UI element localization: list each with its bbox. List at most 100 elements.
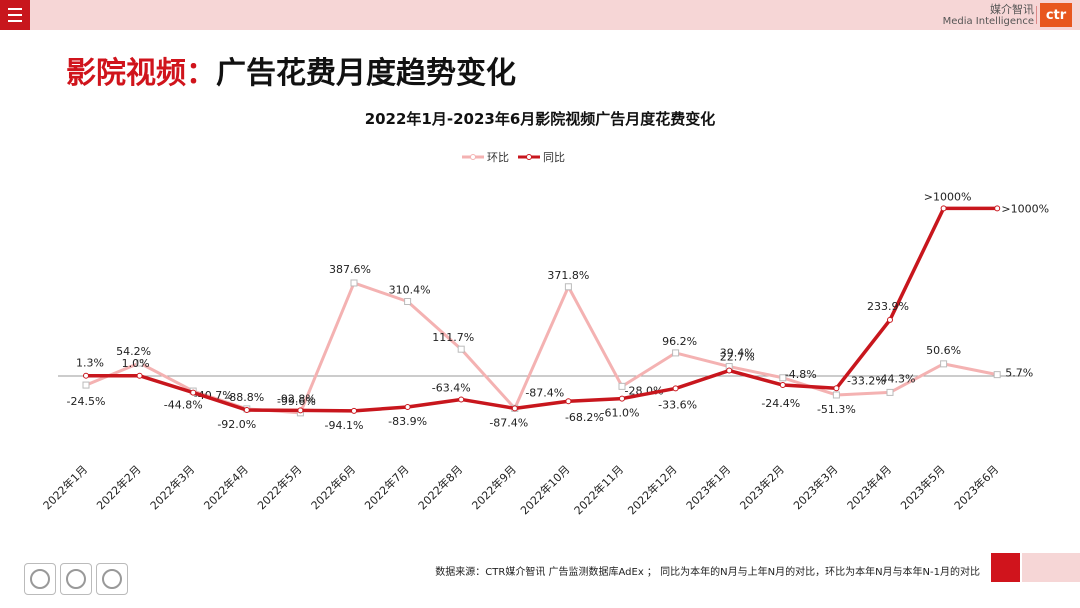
x-tick-label-17: 2023年6月 — [951, 462, 1001, 512]
x-tick-label-10: 2022年11月 — [571, 462, 626, 517]
top-bar — [0, 0, 1080, 30]
legend-marker-0 — [470, 154, 476, 160]
point-yoy-12 — [726, 367, 733, 374]
point-mom-7 — [457, 345, 465, 353]
legend: 环比 同比 — [462, 151, 565, 164]
point-yoy-14 — [833, 385, 840, 392]
x-tick-label-6: 2022年7月 — [362, 462, 412, 512]
page-title: 影院视频：广告花费月度趋势变化 — [66, 48, 516, 92]
page-title-rest: 广告花费月度趋势变化 — [216, 56, 516, 91]
brand-text: 媒介智讯 Media Intelligence — [943, 4, 1034, 28]
certification-badges — [24, 563, 128, 595]
brand-divider — [1036, 6, 1037, 24]
legend-marker-1 — [526, 154, 532, 160]
ctr-logo: ctr — [1040, 3, 1072, 27]
point-yoy-16 — [940, 205, 947, 212]
data-label-yoy-6: -83.9% — [388, 415, 427, 428]
x-tick-label-1: 2022年2月 — [94, 462, 144, 512]
point-yoy-5 — [351, 407, 357, 414]
point-yoy-7 — [458, 396, 465, 403]
data-label-yoy-4: -92.8% — [277, 392, 316, 405]
brand-cn: 媒介智讯 — [990, 3, 1034, 16]
x-tick-label-11: 2022年12月 — [625, 462, 680, 517]
x-tick-label-5: 2022年6月 — [308, 462, 358, 512]
point-yoy-6 — [404, 404, 411, 411]
data-label-mom-6: 310.4% — [389, 284, 431, 297]
data-label-mom-11: 96.2% — [662, 335, 697, 348]
footer-accent-block — [991, 553, 1020, 582]
legend-label-1: 同比 — [543, 151, 565, 164]
legend-label-0: 环比 — [487, 151, 509, 164]
data-label-yoy-8: -87.4% — [489, 416, 528, 429]
chart-title: 2022年1月-2023年6月影院视频广告月度花费变化 — [364, 110, 716, 128]
x-tick-label-3: 2022年4月 — [201, 462, 251, 512]
x-tick-label-9: 2022年10月 — [517, 462, 572, 517]
point-mom-14 — [832, 391, 840, 399]
data-label-yoy-12: 22.7% — [720, 351, 755, 364]
point-yoy-9 — [565, 398, 572, 405]
data-label-mom-3: -88.8% — [225, 391, 264, 404]
data-label-yoy-1: 1.0% — [122, 357, 150, 370]
data-label-yoy-15: 233.9% — [867, 300, 909, 313]
point-mom-1 — [136, 359, 144, 367]
data-label-yoy-3: -92.0% — [217, 418, 256, 431]
data-label-mom-15: -44.3% — [877, 372, 916, 385]
data-label-mom-9: 371.8% — [547, 269, 589, 282]
point-yoy-1 — [136, 372, 143, 379]
data-label-mom-2: -40.7% — [194, 389, 233, 402]
point-yoy-8 — [511, 405, 518, 412]
point-yoy-4 — [297, 407, 304, 414]
x-tick-label-14: 2023年3月 — [790, 462, 840, 512]
sgs-badge-icon — [96, 563, 128, 595]
data-label-yoy-0: 1.3% — [76, 357, 104, 370]
point-mom-16 — [940, 360, 948, 368]
data-label-yoy-16: >1000% — [924, 190, 972, 203]
point-mom-5 — [350, 279, 358, 287]
x-tick-label-0: 2022年1月 — [40, 462, 90, 512]
data-label-mom-14: -51.3% — [817, 403, 856, 416]
point-yoy-15 — [887, 316, 893, 323]
point-mom-15 — [886, 388, 894, 396]
point-mom-6 — [404, 298, 412, 306]
data-label-yoy-9: -68.2% — [565, 411, 604, 424]
data-label-yoy-10: -61.0% — [601, 407, 640, 420]
sgs-badge-icon — [24, 563, 56, 595]
data-label-yoy-13: -24.4% — [761, 397, 800, 410]
data-label-yoy-2: -44.8% — [164, 399, 203, 412]
point-yoy-3 — [243, 407, 250, 414]
x-tick-label-2: 2022年3月 — [147, 462, 197, 512]
x-tick-label-16: 2023年5月 — [898, 462, 948, 512]
x-tick-label-7: 2022年8月 — [415, 462, 465, 512]
point-mom-10 — [618, 382, 626, 390]
hamburger-icon — [8, 6, 22, 24]
point-yoy-13 — [779, 382, 786, 389]
brand-en: Media Intelligence — [942, 16, 1034, 27]
data-label-mom-17: 5.7% — [1005, 367, 1033, 380]
point-mom-13 — [779, 374, 787, 382]
point-mom-17 — [993, 371, 1001, 379]
point-yoy-11 — [672, 385, 679, 392]
data-label-yoy-5: -94.1% — [325, 419, 364, 432]
data-source-note: 数据来源：CTR媒介智讯 广告监测数据库AdEx ； 同比为本年的N月与上年N月… — [435, 567, 980, 578]
sgs-badge-icon — [60, 563, 92, 595]
data-label-mom-7: 111.7% — [432, 331, 474, 344]
data-label-mom-4: -99.6% — [277, 395, 316, 408]
data-label-mom-12: 39.4% — [720, 347, 755, 360]
x-tick-label-4: 2022年5月 — [254, 462, 304, 512]
data-label-yoy-11: -33.6% — [658, 398, 697, 411]
point-yoy-2 — [190, 389, 197, 396]
x-tick-label-12: 2023年1月 — [683, 462, 733, 512]
data-label-mom-8: -87.4% — [525, 386, 564, 399]
data-label-yoy-14: -33.2% — [847, 374, 886, 387]
point-mom-0 — [82, 381, 90, 389]
footer-strip — [1022, 553, 1080, 582]
point-yoy-17 — [994, 205, 1001, 212]
menu-button[interactable] — [0, 0, 30, 30]
point-mom-11 — [672, 349, 680, 357]
data-label-mom-1: 54.2% — [116, 345, 151, 358]
point-mom-9 — [564, 283, 572, 291]
data-label-mom-0: -24.5% — [67, 395, 106, 408]
data-label-mom-5: 387.6% — [329, 263, 371, 276]
series-line-1 — [85, 206, 998, 413]
